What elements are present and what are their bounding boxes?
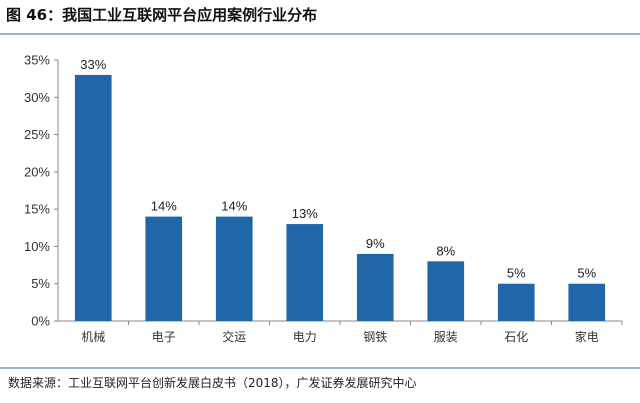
bar-1	[145, 216, 183, 321]
y-tick-label: 30%	[24, 90, 50, 105]
top-rule	[0, 33, 640, 35]
category-label-6: 石化	[504, 330, 528, 344]
source-note: 数据来源：工业互联网平台创新发展白皮书（2018），广发证券发展研究中心	[8, 376, 417, 390]
bar-6	[497, 283, 535, 321]
category-label-1: 电子	[152, 330, 176, 344]
data-label-4: 9%	[366, 236, 385, 251]
bottom-rule	[0, 367, 640, 369]
bars	[74, 74, 606, 321]
bar-5	[427, 261, 465, 321]
data-label-0: 33%	[80, 57, 106, 72]
category-label-3: 电力	[293, 330, 317, 344]
figure-title: 图 46：我国工业互联网平台应用案例行业分布	[6, 6, 318, 24]
category-label-2: 交运	[222, 329, 246, 344]
data-labels: 33% 14% 14% 13% 9% 8% 5% 5%	[80, 57, 596, 281]
y-tick-label: 15%	[24, 202, 50, 217]
y-tick-label: 20%	[24, 164, 50, 179]
data-label-7: 5%	[577, 266, 596, 281]
bar-4	[356, 253, 394, 321]
category-label-0: 机械	[81, 329, 105, 344]
category-label-4: 钢铁	[363, 330, 387, 344]
y-ticks: 0% 5% 10% 15% 20% 25% 30% 35%	[24, 53, 58, 329]
data-label-5: 8%	[436, 243, 455, 258]
category-label-5: 服装	[434, 330, 458, 344]
y-tick-label: 25%	[24, 127, 50, 142]
data-label-2: 14%	[221, 199, 247, 214]
data-label-6: 5%	[507, 266, 526, 281]
bar-7	[568, 283, 606, 321]
y-tick-label: 10%	[24, 239, 50, 254]
y-tick-label: 5%	[31, 276, 50, 291]
bar-2	[215, 216, 253, 321]
category-label-7: 家电	[575, 329, 599, 344]
data-label-1: 14%	[151, 199, 177, 214]
bar-chart: 0% 5% 10% 15% 20% 25% 30% 35% 33% 14% 14% 13% 9% 8% 5…	[24, 53, 623, 344]
bar-3	[286, 224, 324, 321]
data-label-3: 13%	[292, 206, 318, 221]
y-tick-label: 0%	[31, 314, 50, 329]
bar-0	[74, 74, 112, 321]
category-labels: 机械 电子 交运 电力 钢铁 服装 石化 家电	[81, 321, 623, 344]
y-tick-label: 35%	[24, 53, 50, 68]
